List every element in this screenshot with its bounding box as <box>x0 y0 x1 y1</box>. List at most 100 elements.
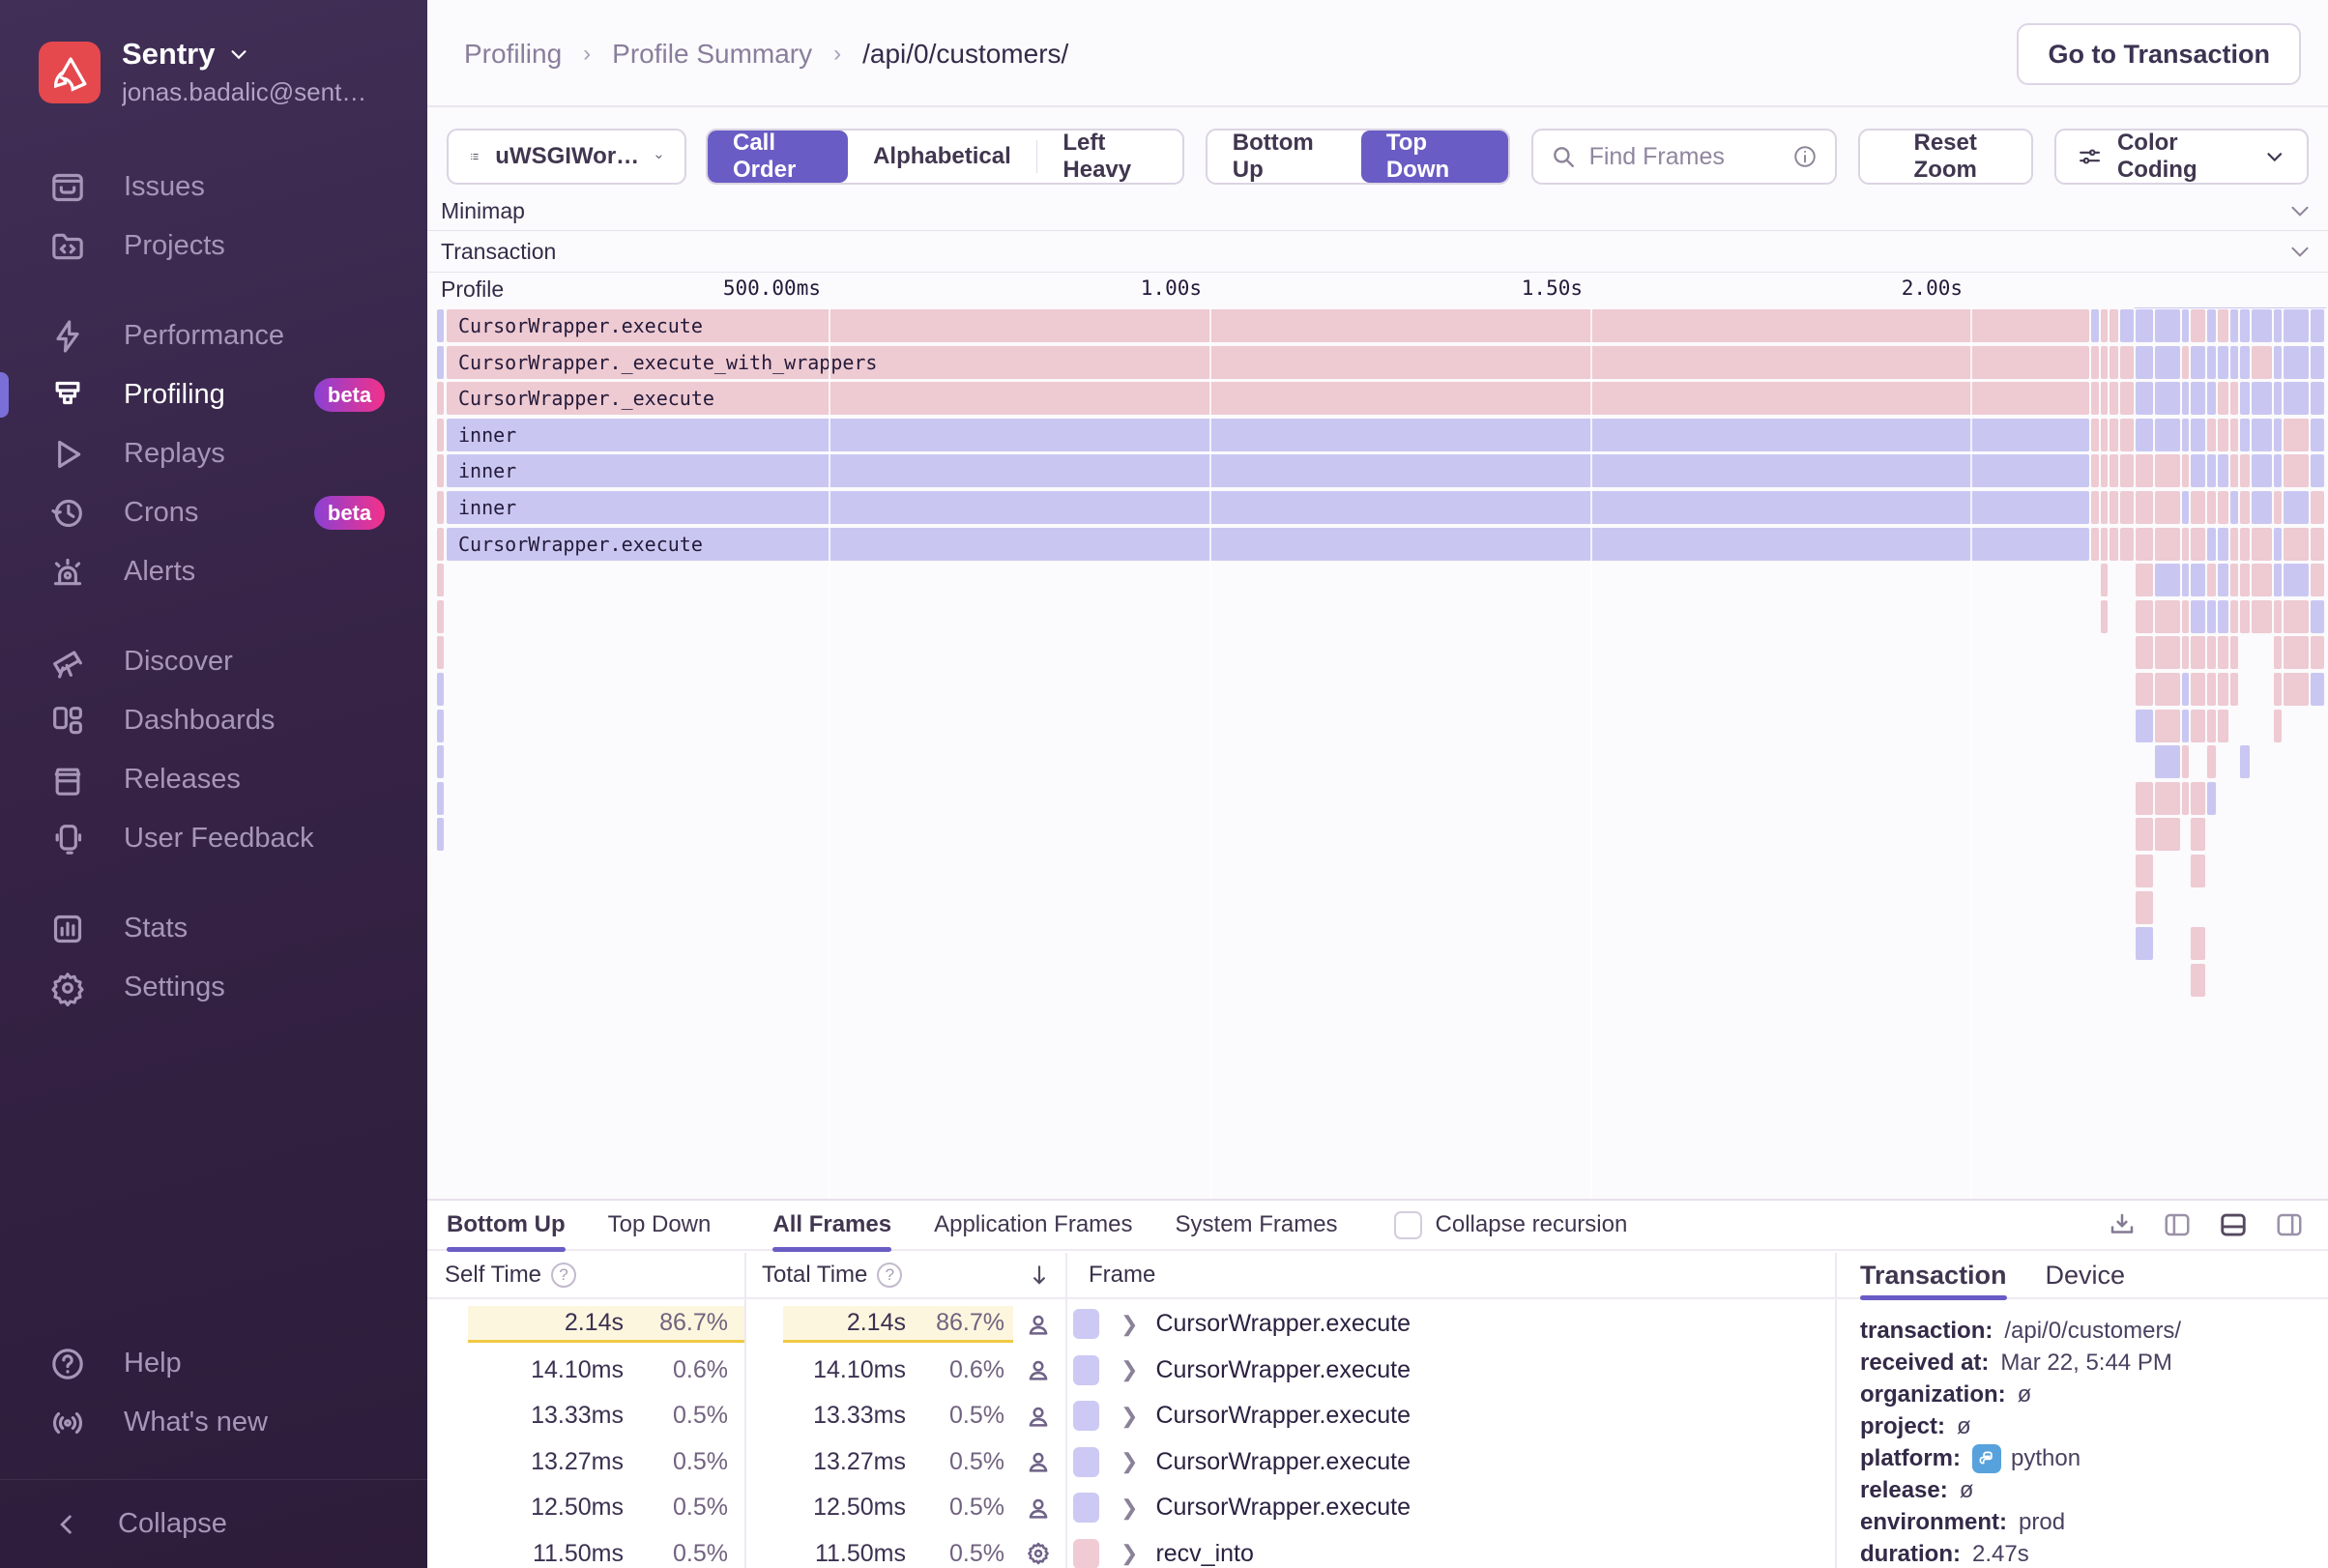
flame-frame-small[interactable] <box>2091 454 2099 488</box>
flame-frame-small[interactable] <box>2120 527 2134 561</box>
flame-frame-small[interactable] <box>2252 345 2272 379</box>
flame-frame-small[interactable] <box>437 454 444 488</box>
flame-frame-small[interactable] <box>2284 599 2309 633</box>
flame-frame-small[interactable] <box>2091 345 2099 379</box>
sidebar-collapse-button[interactable]: Collapse <box>0 1479 427 1568</box>
flame-frame-small[interactable] <box>2274 564 2282 597</box>
flame-frame-small[interactable] <box>2182 454 2189 488</box>
flame-frame-small[interactable] <box>2218 636 2228 670</box>
frame-name[interactable]: CursorWrapper.execute <box>1155 1494 1411 1522</box>
flamegraph[interactable]: CursorWrapper.execute CursorWrapper._exec… <box>427 307 2328 1199</box>
flame-frame-small[interactable] <box>2182 309 2189 342</box>
find-frames-input[interactable] <box>1588 142 1779 171</box>
flame-frame-small[interactable] <box>2311 345 2324 379</box>
flame-frame-small[interactable] <box>2284 491 2309 524</box>
flame-frame-small[interactable] <box>2218 599 2228 633</box>
table-row[interactable]: 11.50ms 0.5% 11.50ms 0.5% ❯ recv_into <box>532 1538 1254 1568</box>
flame-frame-small[interactable] <box>2136 855 2153 887</box>
flame-frame-small[interactable] <box>2252 309 2272 342</box>
flame-frame-small[interactable] <box>2207 418 2216 451</box>
flame-frame-small[interactable] <box>2252 564 2272 597</box>
flame-frame-small[interactable] <box>2101 491 2108 524</box>
layout-dock-bottom-icon[interactable] <box>2218 1210 2249 1239</box>
flame-frame-small[interactable] <box>2091 418 2099 451</box>
flame-frame-small[interactable] <box>2110 345 2118 379</box>
flame-frame[interactable]: CursorWrapper._execute_with_wrappers <box>447 345 2089 379</box>
view-tab-top-down[interactable]: Top Down <box>607 1211 712 1237</box>
export-profile-icon[interactable] <box>2108 1210 2137 1239</box>
flame-frame-small[interactable] <box>2191 673 2205 706</box>
flame-frame-small[interactable] <box>2311 527 2324 561</box>
flame-frame-small[interactable] <box>2155 418 2180 451</box>
flame-frame-small[interactable] <box>2155 673 2180 706</box>
flame-frame-small[interactable] <box>2240 345 2250 379</box>
flame-frame-small[interactable] <box>2218 454 2228 488</box>
flame-frame-small[interactable] <box>2274 418 2282 451</box>
flame-frame-small[interactable] <box>2218 345 2228 379</box>
frame-name[interactable]: CursorWrapper.execute <box>1155 1355 1411 1383</box>
flame-frame-small[interactable] <box>2101 599 2108 633</box>
flame-frame-small[interactable] <box>2218 491 2228 524</box>
flame-frame-small[interactable] <box>2155 709 2180 742</box>
flame-frame-small[interactable] <box>2230 527 2238 561</box>
flame-frame-small[interactable] <box>2191 418 2205 451</box>
flame-frame-small[interactable] <box>2136 527 2153 561</box>
flame-frame-small[interactable] <box>2252 418 2272 451</box>
flame-frame-small[interactable] <box>2110 309 2118 342</box>
flame-frame-small[interactable] <box>2207 527 2216 561</box>
flame-frame-small[interactable] <box>2136 781 2153 815</box>
table-row[interactable]: 2.14s 86.7% 2.14s 86.7% ❯ CursorWrapper.ex… <box>427 1301 1835 1348</box>
flame-frame-small[interactable] <box>2155 564 2180 597</box>
sidebar-item-user-feedback[interactable]: User Feedback <box>0 809 427 868</box>
sidebar-item-dashboards[interactable]: Dashboards <box>0 691 427 750</box>
sidebar-item-replays[interactable]: Replays <box>0 424 427 483</box>
flame-frame-small[interactable] <box>2207 491 2216 524</box>
flame-frame-small[interactable] <box>2136 564 2153 597</box>
flame-frame-small[interactable] <box>2284 309 2309 342</box>
flame-frame[interactable]: CursorWrapper.execute <box>447 527 2089 561</box>
flame-frame-small[interactable] <box>2182 599 2189 633</box>
flame-frame[interactable]: inner <box>447 418 2089 451</box>
flame-frame-small[interactable] <box>2274 673 2282 706</box>
flame-frame-small[interactable] <box>2311 454 2324 488</box>
flame-frame-small[interactable] <box>2218 418 2228 451</box>
flame-frame-small[interactable] <box>2182 491 2189 524</box>
collapse-recursion-checkbox[interactable] <box>1393 1210 1422 1239</box>
layout-dock-left-icon[interactable] <box>2162 1210 2193 1239</box>
flame-frame-small[interactable] <box>2240 418 2250 451</box>
flame-frame-small[interactable] <box>2230 309 2238 342</box>
flame-frame-small[interactable] <box>2207 309 2216 342</box>
flame-frame-small[interactable] <box>2191 709 2205 742</box>
direction-option-bottom-up[interactable]: Bottom Up <box>1232 130 1314 183</box>
chevron-right-icon[interactable]: ❯ <box>1120 1311 1139 1336</box>
flame-frame-small[interactable] <box>2191 527 2205 561</box>
flame-frame-small[interactable] <box>2120 491 2134 524</box>
flame-frame-small[interactable] <box>2230 491 2238 524</box>
layout-dock-right-icon[interactable] <box>2274 1210 2305 1239</box>
table-row[interactable]: 14.10ms 0.6% 14.10ms 0.6% ❯ CursorWrapper.… <box>531 1354 1411 1385</box>
flame-frame-small[interactable] <box>2091 491 2099 524</box>
flame-frame-small[interactable] <box>2101 345 2108 379</box>
flame-frame-small[interactable] <box>2240 491 2250 524</box>
flame-frame-small[interactable] <box>2191 599 2205 633</box>
flame-frame-small[interactable] <box>2182 527 2189 561</box>
flame-frame-small[interactable] <box>2274 709 2282 742</box>
flame-frame-small[interactable] <box>2191 963 2205 997</box>
flame-frame-small[interactable] <box>437 345 444 379</box>
flame-frame-small[interactable] <box>2101 418 2108 451</box>
flame-frame-small[interactable] <box>2274 309 2282 342</box>
flame-frame-small[interactable] <box>437 564 444 597</box>
direction-option-top-down[interactable]: Top Down <box>1360 131 1508 183</box>
flame-frame[interactable]: CursorWrapper.execute <box>447 309 2089 342</box>
flame-frame-small[interactable] <box>2182 345 2189 379</box>
flame-frame-small[interactable] <box>2218 382 2228 416</box>
flame-frame[interactable]: CursorWrapper._execute <box>447 382 2089 416</box>
flame-frame-small[interactable] <box>2207 673 2216 706</box>
sidebar-item-stats[interactable]: Stats <box>0 899 427 958</box>
flame-frame-small[interactable] <box>2101 454 2108 488</box>
flame-frame-small[interactable] <box>2284 527 2309 561</box>
info-icon[interactable] <box>1792 144 1818 169</box>
flame-frame-small[interactable] <box>437 309 444 342</box>
flame-frame-small[interactable] <box>2136 709 2153 742</box>
flame-frame-small[interactable] <box>2230 564 2238 597</box>
